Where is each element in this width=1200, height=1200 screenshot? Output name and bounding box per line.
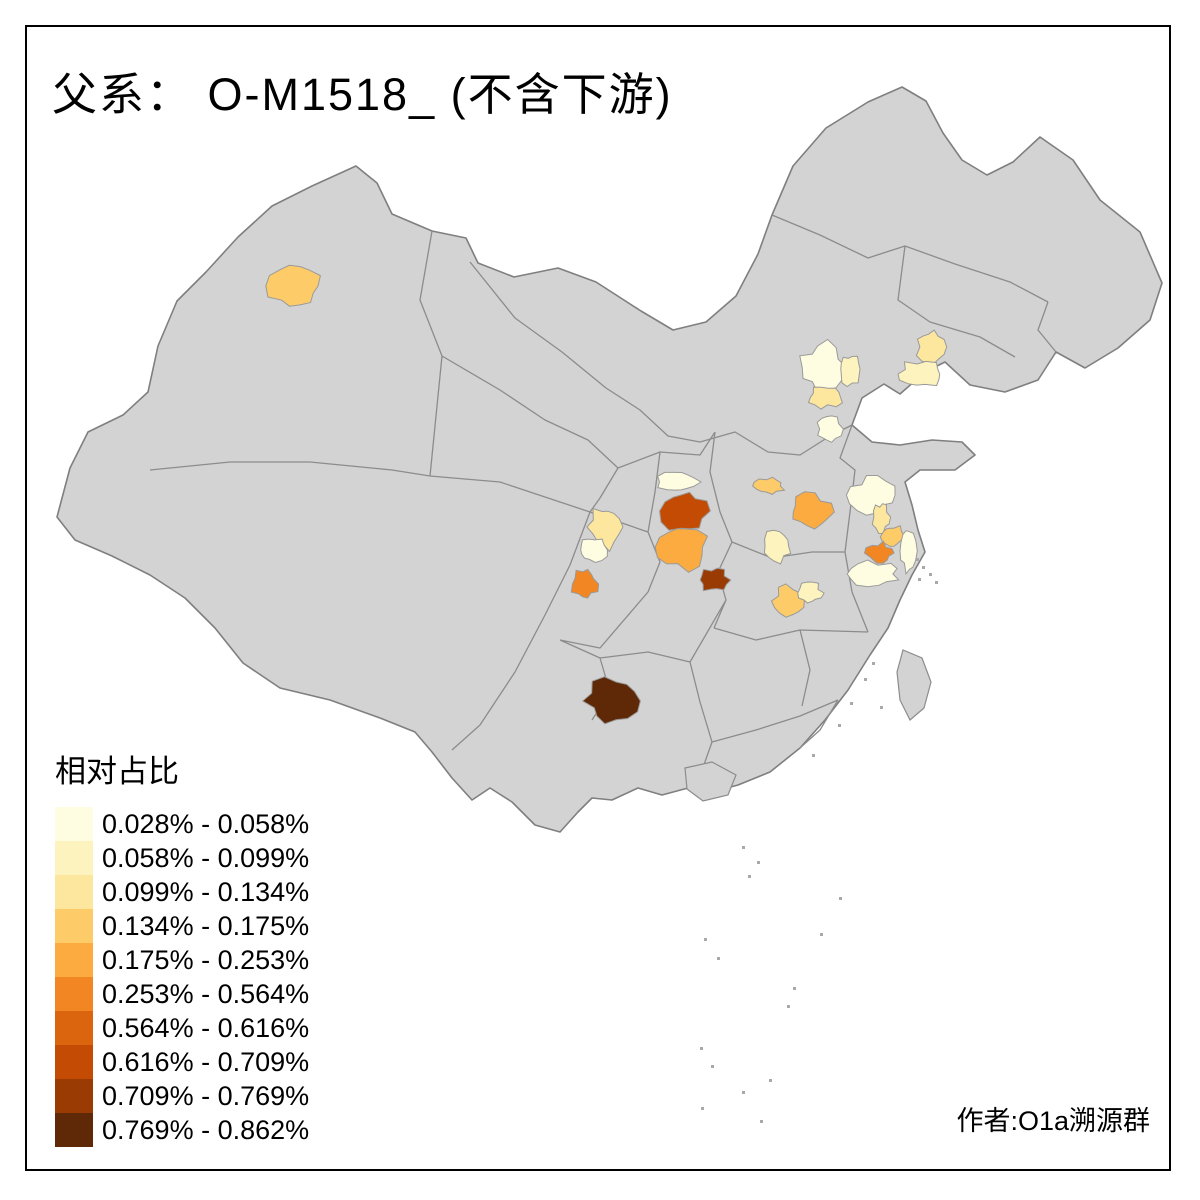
islet-speck — [757, 861, 760, 864]
islet-speck — [929, 573, 932, 576]
legend-label: 0.564% - 0.616% — [102, 1012, 310, 1043]
map-region-jiangsu-east — [879, 525, 906, 547]
legend-swatch — [55, 1113, 93, 1147]
colored-regions — [265, 264, 948, 725]
map-region-sichuan-south — [570, 568, 600, 599]
islet-speck — [839, 897, 842, 900]
islet-speck — [748, 875, 751, 878]
islet-speck — [935, 581, 938, 584]
islet-speck — [793, 987, 796, 990]
map-region-henan-north — [751, 476, 786, 495]
islet-speck — [701, 1107, 704, 1110]
legend-title: 相对占比 — [55, 754, 179, 789]
map-region-liaoning-south — [897, 360, 941, 387]
legend-label: 0.253% - 0.564% — [102, 978, 310, 1009]
map-region-jiangsu-southwest — [846, 559, 900, 588]
map-region-henan-central — [792, 491, 835, 530]
legend-item: 0.769% - 0.862% — [55, 1113, 309, 1147]
map-region-shanghai-area — [899, 530, 918, 576]
legend-item: 0.616% - 0.709% — [55, 1045, 309, 1079]
legend-item: 0.134% - 0.175% — [55, 909, 309, 943]
islet-speck — [922, 566, 925, 569]
islet-speck — [918, 578, 921, 581]
plot-frame — [25, 25, 1171, 1171]
legend-swatch — [55, 909, 93, 943]
map-region-jiangsu-central — [871, 503, 892, 535]
legend-swatch — [55, 943, 93, 977]
islet-speck — [787, 1005, 790, 1008]
author-credit: 作者:O1a溯源群 — [956, 1106, 1150, 1136]
legend-swatch — [55, 977, 93, 1011]
legend-label: 0.616% - 0.709% — [102, 1046, 310, 1077]
islet-speck — [769, 1079, 772, 1082]
map-region-hunan-north — [770, 583, 805, 618]
map-region-liaoning-west — [915, 329, 948, 364]
legend-rows: 0.028% - 0.058% 0.058% - 0.099% 0.099% - 0… — [55, 807, 309, 1147]
islet-speck — [717, 957, 720, 960]
islet-speck — [742, 846, 745, 849]
legend-label: 0.099% - 0.134% — [102, 876, 310, 907]
legend-label: 0.058% - 0.099% — [102, 842, 310, 873]
map-region-shaanxi-central — [659, 491, 711, 531]
map-title: 父系： O-M1518_ (不含下游) — [52, 69, 673, 120]
islet-speck — [820, 933, 823, 936]
small-islands — [700, 558, 938, 1123]
legend-item: 0.028% - 0.058% — [55, 807, 309, 841]
legend-swatch — [55, 807, 93, 841]
map-region-shaanxi-north — [657, 471, 702, 491]
map-region-hebei-south — [807, 386, 844, 410]
legend-swatch — [55, 1045, 93, 1079]
legend-item: 0.709% - 0.769% — [55, 1079, 309, 1113]
legend-swatch — [55, 1011, 93, 1045]
legend-item: 0.564% - 0.616% — [55, 1011, 309, 1045]
islet-speck — [850, 702, 853, 705]
map-legend: 相对占比 0.028% - 0.058% 0.058% - 0.099% 0.099… — [55, 746, 309, 1147]
hainan-island — [684, 761, 737, 802]
taiwan-island — [896, 649, 932, 721]
legend-label: 0.769% - 0.862% — [102, 1114, 310, 1145]
islet-speck — [760, 1120, 763, 1123]
legend-item: 0.099% - 0.134% — [55, 875, 309, 909]
legend-item: 0.253% - 0.564% — [55, 977, 309, 1011]
islet-speck — [880, 706, 883, 709]
legend-label: 0.709% - 0.769% — [102, 1080, 310, 1111]
islet-speck — [742, 1091, 745, 1094]
islet-speck — [711, 1065, 714, 1068]
legend-item: 0.058% - 0.099% — [55, 841, 309, 875]
map-region-jiangsu-south — [863, 540, 895, 564]
map-region-tianjin — [840, 355, 861, 388]
map-region-shaanxi-south — [654, 528, 709, 573]
islet-speck — [838, 724, 841, 727]
legend-label: 0.175% - 0.253% — [102, 944, 310, 975]
legend-item: 0.175% - 0.253% — [55, 943, 309, 977]
islet-speck — [812, 754, 815, 757]
map-region-henan-southwest — [763, 529, 792, 565]
islet-speck — [704, 938, 707, 941]
map-region-hubei-west — [699, 567, 732, 592]
islet-speck — [864, 678, 867, 681]
map-region-xinjiang-central — [265, 264, 321, 307]
map-region-hunan-northeast — [797, 581, 825, 604]
map-region-sichuan-north — [586, 507, 624, 553]
map-region-shandong-west — [816, 415, 844, 443]
islet-speck — [700, 1047, 703, 1050]
map-region-sichuan-west — [580, 538, 608, 564]
legend-swatch — [55, 1079, 93, 1113]
map-region-guizhou-southwest — [581, 676, 641, 725]
islet-speck — [916, 558, 919, 561]
legend-swatch — [55, 841, 93, 875]
islet-speck — [872, 662, 875, 665]
legend-label: 0.028% - 0.058% — [102, 808, 310, 839]
legend-swatch — [55, 875, 93, 909]
legend-label: 0.134% - 0.175% — [102, 910, 310, 941]
